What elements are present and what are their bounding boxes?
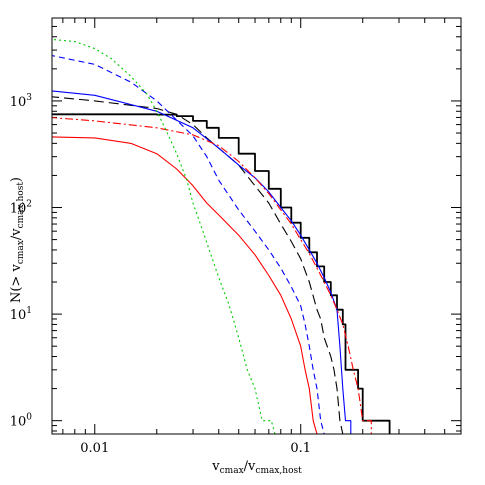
x-tick-label: 0.01 (80, 441, 109, 456)
series-line-2 (52, 96, 344, 434)
x-title-base-sub: cmax (220, 466, 244, 476)
x-title-second-sub: cmax,host (255, 466, 302, 476)
series-line-6 (52, 117, 372, 434)
series-layer (52, 38, 391, 434)
y-title-slash: / (9, 235, 24, 240)
y-tick-label: 100 (10, 413, 33, 430)
series-line-1 (52, 113, 391, 434)
y-title-second: v (9, 228, 24, 237)
x-title-second: v (247, 459, 256, 474)
y-tick-label: 101 (10, 306, 32, 323)
series-line-5 (52, 136, 318, 434)
series-line-3 (52, 90, 352, 434)
x-title-base: v (211, 459, 220, 474)
y-tick-label: 102 (10, 200, 32, 217)
series-line-7 (52, 38, 276, 434)
tick-labels: 0.01 0.1 100 101 102 103 (10, 93, 311, 456)
y-title-base-sub: cmax (16, 240, 26, 264)
plot-frame (51, 17, 462, 435)
y-title-prefix: N(> (9, 272, 24, 303)
x-title-slash: / (244, 459, 249, 474)
x-axis-title: vcmax/vcmax,host (211, 459, 302, 476)
y-tick-label: 103 (10, 93, 33, 110)
y-title-second-sub: cmax,host (16, 182, 26, 229)
y-axis-title: N(> vcmax/vcmax,host) (9, 177, 26, 303)
y-title-suffix: ) (9, 177, 24, 182)
x-tick-label: 0.1 (290, 441, 311, 456)
y-title-base: v (9, 264, 24, 273)
